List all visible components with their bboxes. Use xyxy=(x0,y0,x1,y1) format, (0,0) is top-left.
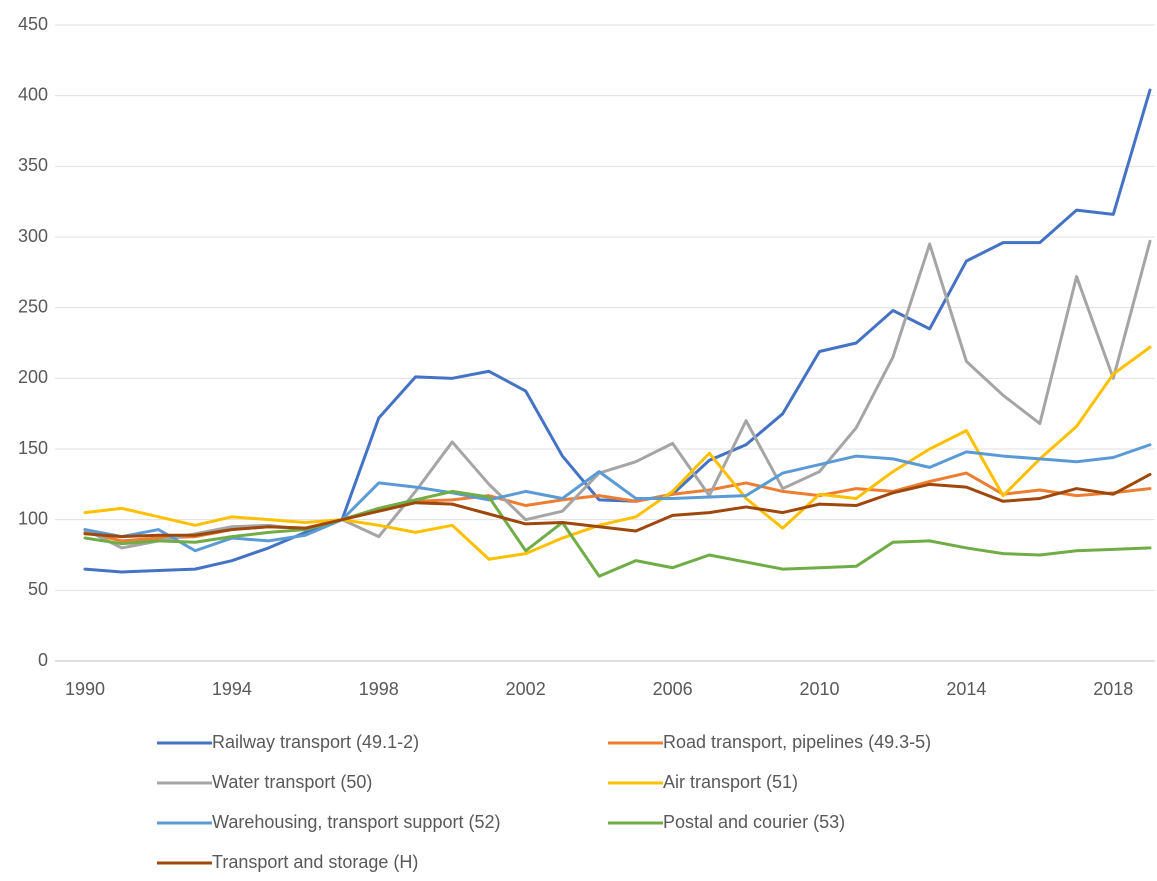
y-tick-label: 50 xyxy=(28,579,48,599)
series-line xyxy=(83,443,1152,553)
y-tick-label: 400 xyxy=(18,84,48,104)
legend-label: Air transport (51) xyxy=(663,772,798,792)
legend-label: Postal and courier (53) xyxy=(663,812,845,832)
x-tick-label: 1990 xyxy=(65,679,105,699)
x-tick-label: 1998 xyxy=(359,679,399,699)
y-tick-label: 150 xyxy=(18,438,48,458)
y-tick-label: 450 xyxy=(18,14,48,34)
x-tick-label: 2010 xyxy=(799,679,839,699)
x-tick-label: 2002 xyxy=(506,679,546,699)
series-line xyxy=(83,489,1152,578)
series-line xyxy=(83,239,1152,550)
y-tick-label: 250 xyxy=(18,296,48,316)
x-tick-label: 1994 xyxy=(212,679,252,699)
legend-label: Water transport (50) xyxy=(212,772,372,792)
legend-label: Road transport, pipelines (49.3-5) xyxy=(663,732,931,752)
x-tick-label: 2014 xyxy=(946,679,986,699)
y-tick-label: 350 xyxy=(18,155,48,175)
series-line xyxy=(83,472,1152,539)
x-tick-label: 2006 xyxy=(653,679,693,699)
legend-label: Warehousing, transport support (52) xyxy=(212,812,500,832)
y-tick-label: 100 xyxy=(18,508,48,528)
series-line xyxy=(83,345,1152,561)
y-tick-label: 200 xyxy=(18,367,48,387)
legend-label: Railway transport (49.1-2) xyxy=(212,732,419,752)
series-line xyxy=(83,88,1152,574)
legend-label: Transport and storage (H) xyxy=(212,852,418,872)
x-tick-label: 2018 xyxy=(1093,679,1133,699)
y-tick-label: 0 xyxy=(38,650,48,670)
y-tick-label: 300 xyxy=(18,226,48,246)
